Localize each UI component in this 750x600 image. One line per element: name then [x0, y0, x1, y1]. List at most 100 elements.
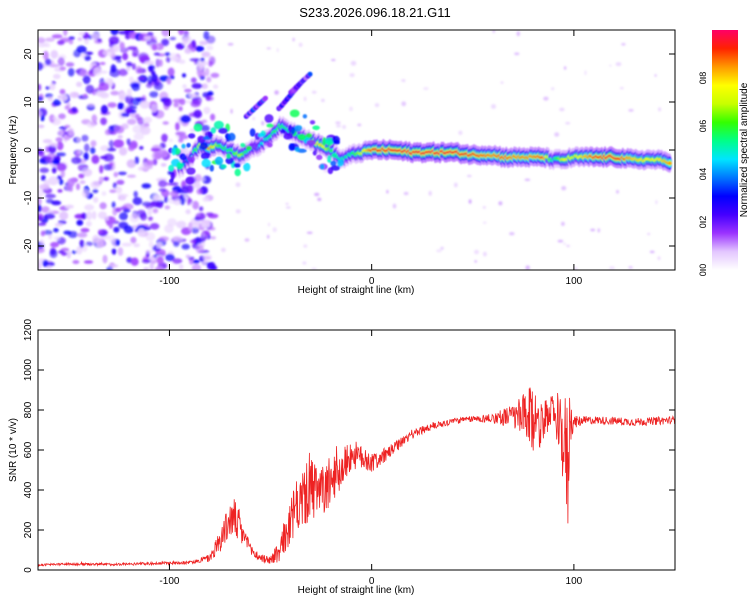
spectrogram-noise-cell [104, 129, 112, 136]
spectrogram-noise-cell [158, 236, 170, 242]
spectrogram-speckle [292, 37, 295, 42]
spectrogram-noise-cell [200, 219, 211, 224]
spectrogram-blob [249, 128, 256, 137]
spectrogram-noise-cell [115, 239, 120, 246]
spectrogram-noise-cell [86, 211, 93, 221]
spectrogram-noise-cell [196, 188, 203, 195]
spectrogram-noise-cell [210, 72, 220, 78]
spectrogram-noise-cell [123, 208, 131, 213]
spectrogram-speckle [621, 43, 626, 46]
spectrogram-harmonic-cell [307, 71, 313, 77]
spectrogram-noise-cell [68, 36, 75, 40]
spectrogram-noise-cell [201, 83, 208, 89]
spectrogram-speckle [272, 227, 277, 233]
colorbar: 0.0 0.2 0.4 0.6 0.8 Normalized spectral ampl… [698, 30, 750, 276]
spectrogram-noise-cell [173, 101, 179, 108]
snr-y-tick-label: 1000 [23, 358, 34, 381]
spectrogram-noise-cell [188, 222, 193, 231]
spectrogram-blob [201, 159, 211, 168]
snr-y-axis-label: SNR (10 * v/v) [8, 418, 19, 482]
spectrogram-noise-cell [185, 100, 192, 104]
spectrogram-noise-cell [53, 99, 61, 106]
spectrogram-x-tick-label: -100 [159, 276, 179, 287]
spectrogram-speckle [453, 182, 458, 188]
spectrogram-speckle [654, 74, 657, 77]
spectrogram-noise-cell [80, 228, 90, 233]
spectrogram-noise-cell [143, 226, 151, 231]
spectrogram-blob [312, 125, 320, 131]
spectrogram-noise-cell [183, 36, 189, 43]
spectrogram-noise-cell [55, 137, 63, 143]
spectrogram-speckle [357, 123, 362, 127]
spectrogram-noise-cell [39, 167, 50, 174]
spectrogram-noise-cell [199, 40, 209, 46]
spectrogram-noise-cell [137, 228, 146, 237]
spectrogram-noise-cell [44, 213, 56, 220]
spectrogram-noise-cell [111, 248, 117, 255]
spectrogram-blob [297, 133, 307, 141]
spectrogram-noise-cell [57, 40, 65, 45]
spectrogram-noise-cell [150, 104, 158, 113]
spectrogram-noise-cell [76, 81, 83, 88]
spectrogram-speckle [285, 206, 291, 209]
spectrogram-noise-cell [98, 82, 110, 92]
spectrogram-noise-cell [81, 212, 87, 220]
spectrogram-noise-cell [133, 133, 144, 141]
spectrogram-speckle [482, 206, 486, 209]
spectrogram-speckle [392, 203, 397, 209]
spectrogram-noise-cell [195, 45, 205, 52]
snr-y-tick-label: 800 [23, 401, 34, 418]
spectrogram-blob [215, 156, 224, 166]
spectrogram-noise-cell [61, 252, 68, 256]
spectrogram-noise-cell [83, 260, 94, 264]
spectrogram-y-tick-label: -20 [23, 238, 34, 253]
spectrogram-noise-cell [65, 204, 74, 209]
snr-y-tick-label: 1200 [23, 318, 34, 341]
spectrogram-noise-cell [45, 86, 51, 90]
spectrogram-noise-cell [113, 226, 120, 233]
spectrogram-speckle [402, 79, 406, 83]
spectrogram-blob [193, 123, 203, 132]
spectrogram-noise-cell [194, 181, 201, 189]
snr-series-line [38, 387, 675, 568]
spectrogram-noise-cell [129, 213, 140, 223]
spectrogram-noise-cell [141, 259, 152, 264]
spectrogram-speckle [261, 120, 265, 126]
spectrogram-noise-cell [90, 33, 100, 41]
spectrogram-noise-cell [170, 56, 180, 62]
spectrogram-noise-cell [98, 229, 103, 234]
spectrogram-noise-cell [155, 266, 164, 270]
spectrogram-noise-cell [83, 152, 89, 161]
spectrogram-noise-cell [110, 90, 120, 96]
spectrogram-ridge-layer [168, 71, 672, 185]
spectrogram-noise-cell [149, 261, 154, 270]
spectrogram-noise-cell [201, 51, 211, 58]
spectrogram-noise-cell [53, 73, 61, 80]
spectrogram-noise-cell [45, 37, 55, 42]
spectrogram-noise-cell [106, 266, 113, 270]
spectrogram-y-tick-label: 20 [23, 48, 34, 60]
spectrogram-speckle [210, 236, 217, 240]
spectrogram-noise-cell [108, 78, 114, 87]
spectrogram-noise-cell [167, 67, 175, 77]
spectrogram-noise-cell [134, 156, 139, 165]
spectrogram-noise-cell [202, 92, 209, 98]
spectrogram-speckle [314, 192, 320, 197]
spectrogram-noise-cell [123, 225, 134, 234]
spectrogram-noise-cell [99, 202, 107, 210]
snr-x-tick-label: 100 [566, 576, 583, 587]
spectrogram-blob [330, 160, 337, 167]
spectrogram-noise-cell [166, 77, 172, 85]
spectrogram-noise-cell [49, 249, 58, 258]
spectrogram-noise-cell [45, 193, 56, 199]
colorbar-ticks: 0.0 0.2 0.4 0.6 0.8 [698, 72, 708, 277]
spectrogram-noise-cell [203, 106, 211, 115]
spectrogram-speckle [285, 202, 289, 205]
spectrogram-noise-cell [117, 134, 123, 139]
spectrogram-speckle [403, 191, 409, 196]
spectrogram-noise-cell [133, 190, 138, 198]
snr-y-tick-label: 600 [23, 441, 34, 458]
spectrogram-speckle [509, 232, 515, 236]
spectrogram-noise-cell [54, 222, 64, 227]
